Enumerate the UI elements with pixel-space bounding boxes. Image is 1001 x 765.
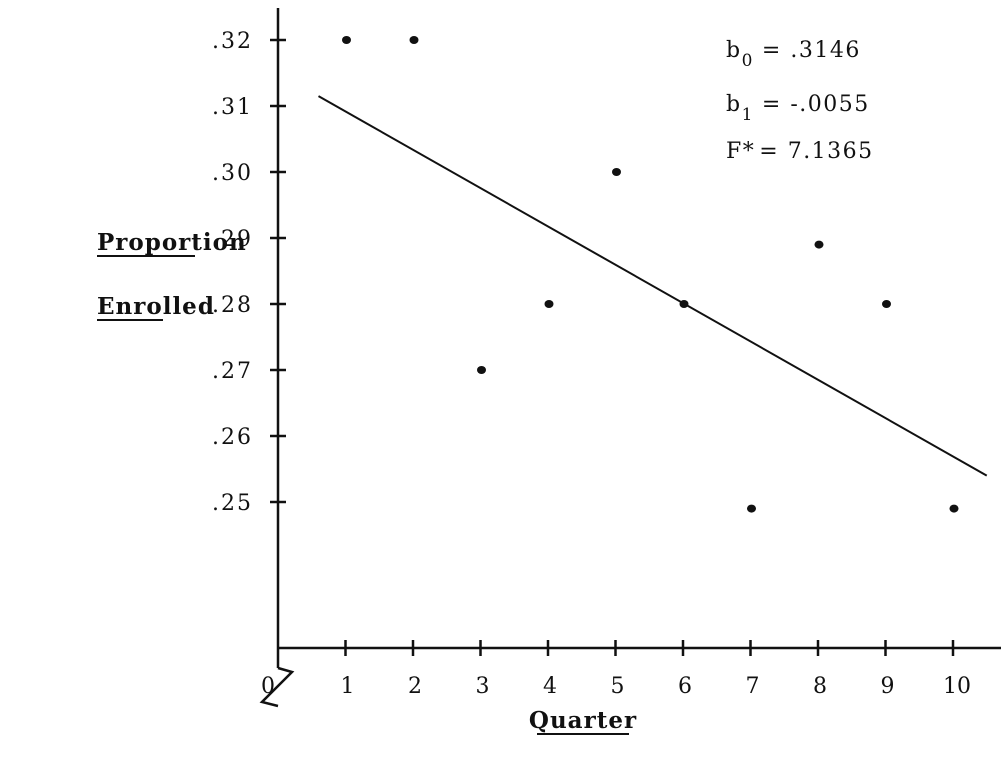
data-point: [477, 366, 486, 374]
data-point: [747, 504, 756, 513]
data-point: [882, 300, 891, 308]
data-point: [544, 300, 554, 308]
y-tick-label: .25: [212, 491, 253, 516]
data-point: [679, 300, 689, 308]
data-point: [949, 504, 959, 513]
x-tick-label: 5: [611, 674, 625, 699]
x-tick-label: 9: [881, 674, 895, 699]
x-tick-label: 8: [813, 674, 827, 699]
regression-stats: b0 = .3146 b1 = -.0055 F* = 7.1365: [726, 38, 874, 164]
x-tick-label: 3: [476, 674, 490, 699]
y-axis-break: [259, 666, 295, 708]
data-point: [612, 168, 621, 176]
b0-annotation: b0 = .3146: [726, 38, 861, 71]
y-tick-label: .28: [212, 293, 253, 318]
y-axis-title-line-2: Enrolled: [97, 293, 215, 320]
x-tick-label: 6: [678, 674, 692, 699]
y-tick-label: .27: [212, 359, 253, 384]
y-ticks: .32 .31 .30 .29 .28 .27 .26 .25: [212, 29, 286, 516]
x-ticks: 0 1 2 3 4 5 6 7 8 9 10: [261, 640, 971, 699]
y-tick-label: .31: [212, 95, 253, 120]
data-point: [409, 36, 419, 44]
x-tick-label: 2: [408, 674, 422, 699]
x-tick-label: 7: [746, 674, 760, 699]
y-axis-title-line-1: Proportion: [97, 229, 247, 256]
fit-line: [318, 95, 988, 477]
y-tick-label: .32: [212, 29, 253, 54]
b1-annotation: b1 = -.0055: [726, 92, 870, 125]
y-tick-label: .29: [212, 227, 253, 252]
x-tick-label: 0: [261, 674, 275, 699]
y-tick-label: .26: [212, 425, 253, 450]
x-tick-label: 10: [943, 674, 971, 699]
x-tick-label: 1: [341, 674, 355, 699]
axes: [259, 8, 1001, 708]
data-point: [342, 36, 351, 44]
x-axis-title: Quarter: [529, 707, 637, 734]
data-point: [814, 240, 824, 249]
data-points: [342, 36, 959, 513]
f-statistic-annotation: F* = 7.1365: [726, 139, 874, 164]
regression-line: [318, 95, 988, 477]
x-tick-label: 4: [543, 674, 557, 699]
y-tick-label: .30: [212, 161, 253, 186]
